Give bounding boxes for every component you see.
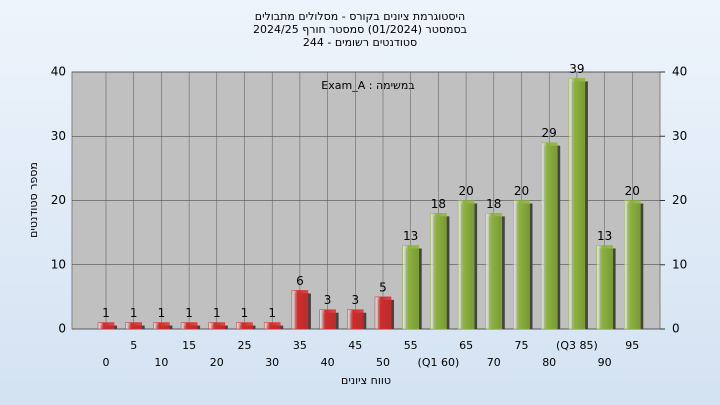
x-tick-label: 0 — [103, 356, 110, 369]
data-label: 20 — [514, 184, 529, 198]
x-tick-label: 20 — [210, 356, 224, 369]
bar — [97, 322, 115, 330]
bar — [513, 200, 530, 330]
chart-subtitle: סטודנטים רשומים - 244 — [303, 36, 417, 49]
x-tick-label: 50 — [376, 356, 390, 369]
bar — [430, 213, 447, 330]
x-tick-label: 55 — [404, 339, 418, 352]
y-tick-label: 30 — [51, 129, 66, 143]
x-axis-label: טווח ציונים — [341, 374, 391, 387]
bar — [596, 245, 613, 330]
data-label: 1 — [241, 306, 249, 320]
x-tick-label: 75 — [515, 339, 529, 352]
x-tick-label: 90 — [598, 356, 612, 369]
data-label: 1 — [102, 306, 110, 320]
bar — [319, 309, 336, 330]
bar — [208, 322, 226, 330]
x-tick-label: (Q1 60) — [418, 356, 460, 369]
y2-tick-label: 10 — [672, 257, 687, 271]
bar — [568, 78, 586, 330]
y-tick-label: 10 — [51, 257, 66, 271]
data-label: 1 — [213, 306, 221, 320]
x-tick-label: 95 — [625, 339, 639, 352]
y2-tick-label: 30 — [672, 129, 687, 143]
bar — [540, 142, 558, 330]
data-label: 20 — [625, 184, 640, 198]
data-label: 5 — [379, 280, 387, 294]
bar — [457, 200, 475, 330]
data-label: 1 — [158, 306, 166, 320]
data-label: 29 — [542, 126, 557, 140]
data-label: 6 — [296, 274, 304, 288]
x-tick-label: 45 — [348, 339, 362, 352]
bar — [180, 322, 198, 330]
data-label: 18 — [486, 197, 501, 211]
bar — [347, 309, 364, 330]
y2-tick-label: 40 — [672, 65, 687, 79]
bar — [402, 245, 419, 330]
y-tick-label: 0 — [58, 322, 66, 336]
data-label: 20 — [458, 184, 473, 198]
x-tick-label: 15 — [182, 339, 196, 352]
y-tick-label: 20 — [51, 193, 66, 207]
bar — [263, 322, 281, 330]
x-tick-label: 10 — [154, 356, 168, 369]
bar — [125, 322, 142, 330]
bar — [485, 213, 503, 330]
data-label: 13 — [597, 229, 612, 243]
x-tick-label: 5 — [130, 339, 137, 352]
chart-subtitle: בסמסטר (01/2024) סמסטר חורף 2024/25 — [253, 23, 467, 36]
bar — [624, 200, 641, 330]
bar — [153, 322, 170, 330]
x-tick-label: 35 — [293, 339, 307, 352]
x-tick-label: 70 — [487, 356, 501, 369]
y-tick-label: 40 — [51, 65, 66, 79]
y-axis-label: מספר סטודנטים — [27, 162, 40, 238]
data-label: 13 — [403, 229, 418, 243]
y2-tick-label: 20 — [672, 193, 687, 207]
annotation: Exam_A : במשימה — [321, 79, 414, 92]
y2-tick-label: 0 — [672, 322, 680, 336]
data-label: 18 — [431, 197, 446, 211]
x-tick-label: 65 — [459, 339, 473, 352]
bar — [236, 322, 253, 330]
x-tick-label: 25 — [238, 339, 252, 352]
data-label: 1 — [268, 306, 276, 320]
chart-title: היסטוגרמת ציונים בקורס - מסלולים מתבולים — [255, 10, 465, 23]
data-label: 39 — [569, 62, 584, 76]
x-tick-label: 40 — [321, 356, 335, 369]
x-tick-label: 80 — [542, 356, 556, 369]
bar — [374, 296, 392, 330]
x-tick-label: 30 — [265, 356, 279, 369]
data-label: 1 — [185, 306, 193, 320]
x-tick-label: (Q3 85) — [556, 339, 598, 352]
data-label: 1 — [130, 306, 138, 320]
bar — [291, 290, 309, 330]
data-label: 3 — [324, 293, 332, 307]
data-label: 3 — [351, 293, 359, 307]
